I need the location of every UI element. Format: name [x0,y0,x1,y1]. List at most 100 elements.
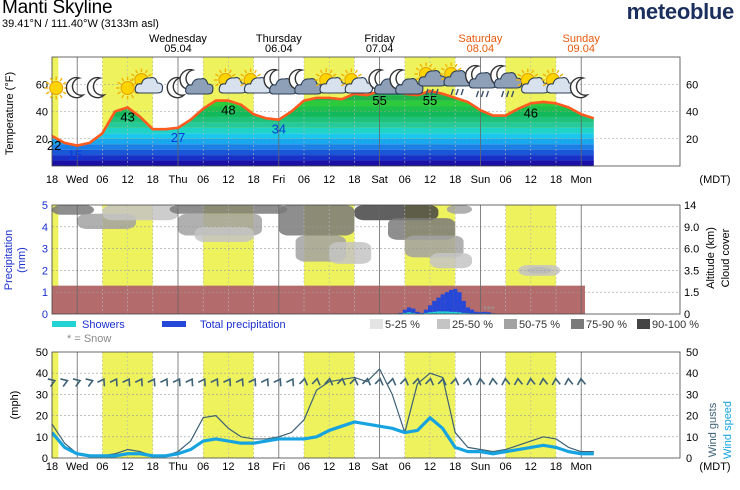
day-date: 08.04 [467,43,495,55]
temperature-value-label: 46 [524,105,538,120]
y-tick-left: 10 [36,432,48,444]
altitude-axis-title: Altitude (km) [705,227,717,289]
y-tick-right: 20 [686,411,698,423]
weather-icon-sun-cloud [129,68,164,94]
wind-direction-arrow [488,377,498,386]
wind-direction-arrow [72,378,82,387]
precipitation-legend: Showers Total precipitation * = Snow 5-25 %… [52,319,699,345]
wind-direction-arrow [576,377,587,386]
rain-drop [475,90,480,98]
y-tick-left: 40 [36,368,48,380]
x-tick-label: 18 [550,461,562,473]
wind-direction-arrow [109,377,118,387]
daylight-band [52,205,59,314]
wind-direction-arrow [273,377,282,387]
total-precip-bar [407,307,412,314]
legend-showers-label: Showers [82,319,125,331]
wind-direction-arrow [475,377,486,386]
wind-speed-line [52,416,594,458]
cloud-icon [344,77,374,94]
cloud-cover-blob [354,205,439,221]
total-precip-bar [423,309,428,314]
rain-drop [505,90,510,98]
wind-direction-arrow [223,377,232,387]
x-tick-label: 06 [499,461,511,473]
day-date: 06.04 [265,43,293,55]
total-precip-bar [461,300,466,314]
cloud-cover-blob [52,205,94,215]
brand-logo[interactable]: meteoblue [626,0,735,24]
wind-direction-arrow [551,377,561,386]
moon-icon [65,76,86,99]
y-tick-left: 3 [42,244,48,256]
total-precip-bar [478,312,483,314]
total-precip-bar [474,311,479,314]
rain-drop [460,88,464,96]
weather-icon-sun-rain [414,62,447,96]
x-tick-label: 06 [298,174,310,186]
showers-bar [411,312,416,314]
total-precip-bar [486,312,491,314]
weather-icon-moon [569,76,590,99]
temp-band [52,111,594,117]
temp-band [52,149,594,156]
y-tick-right: 10 [686,432,698,444]
location-title: Manti Skyline [2,0,113,18]
x-tick-label: Wed [66,461,88,473]
total-precip-bar [432,300,437,314]
cloud-cover-blob [430,252,472,269]
total-precip-bar [415,311,420,314]
y-tick-right: 60 [686,79,698,91]
rain-drop [510,90,515,98]
wind-direction-arrow [97,377,106,387]
wind-direction-arrow [437,377,447,386]
x-tick-label: 18 [46,461,58,473]
wind-direction-arrow [564,377,574,386]
showers-bar [440,311,445,314]
y-tick-left: 0 [42,453,48,465]
x-tick-label: 12 [424,174,436,186]
timezone-label: (MDT) [699,461,730,473]
showers-bar [432,311,437,314]
x-tick-label: 12 [222,174,234,186]
day-name: Friday [364,33,395,45]
cloud-cover-blob [278,205,355,236]
wind-axis-title: (mph) [9,391,21,420]
weather-icon-sun-cloud [314,68,348,94]
wind-direction-arrow [235,377,244,387]
day-name: Thursday [256,33,302,45]
legend-cloud-label: 25-50 % [452,319,493,331]
rain-drop [425,88,429,96]
x-tick-label: Mon [570,174,591,186]
wind-speed-axis-title: Wind speed [722,401,734,459]
legend-cloud-label: 50-75 % [519,319,560,331]
panel-frame [51,204,681,315]
wind-direction-arrow [412,377,422,386]
cloud-cover-blob [329,242,372,264]
wind-direction-arrow [424,377,435,386]
legend-cloud-swatch [637,319,650,329]
total-precip-bar [465,307,470,314]
y-tick-left: 1 [42,287,48,299]
wind-direction-arrow [147,377,156,387]
legend-cloud-label: 90-100 % [652,319,699,331]
legend-total-label: Total precipitation [200,319,286,331]
day-date: 09.04 [567,43,595,55]
panel-frame [51,56,681,167]
temp-band [52,133,594,139]
x-tick-label: 18 [348,174,360,186]
x-tick-label: 18 [147,174,159,186]
showers-bar [453,311,458,314]
x-tick-label: 18 [550,174,562,186]
moon-icon [166,76,187,99]
weather-icon-sun [44,76,68,100]
panel-frame [51,351,681,459]
day-date: 07.04 [366,43,394,55]
rain-drop [435,88,439,96]
weather-icon-sun-cloud [213,68,248,94]
total-precip-bar [440,294,445,314]
legend-cloud-label: 75-90 % [586,319,627,331]
x-tick-label: 12 [525,461,537,473]
